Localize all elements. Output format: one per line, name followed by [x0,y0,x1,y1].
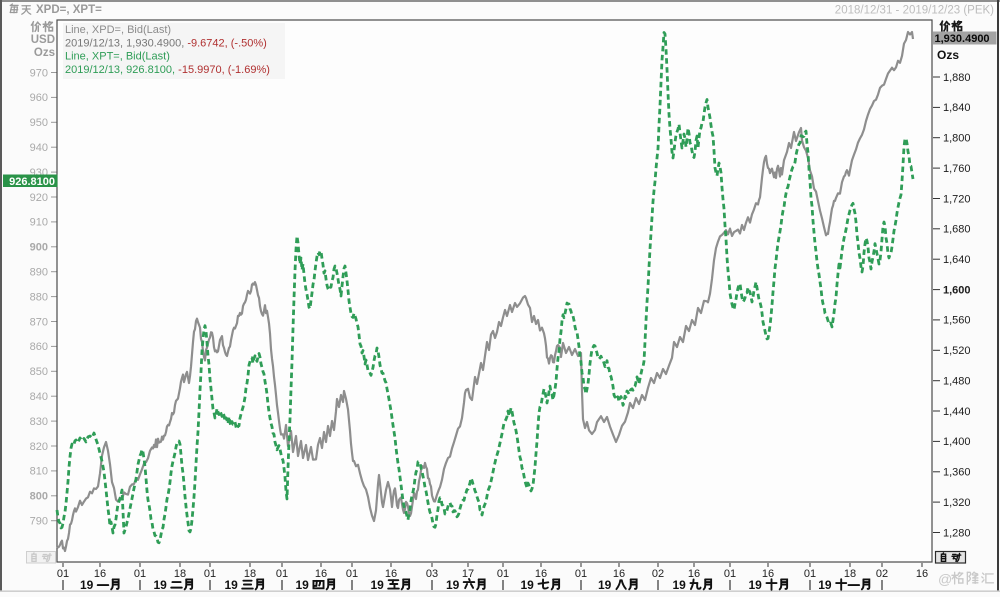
svg-text:880: 880 [30,291,48,303]
svg-text:1,680: 1,680 [943,224,971,236]
svg-text:16: 16 [916,568,928,580]
svg-text:18: 18 [244,568,256,580]
svg-text:19: 19 [521,578,535,592]
svg-text:19: 19 [673,578,687,592]
svg-text:01: 01 [497,568,509,580]
svg-text:19: 19 [818,578,832,592]
svg-text:1,320: 1,320 [943,497,971,509]
svg-text:01: 01 [204,568,216,580]
svg-text:Line, XPD=, Bid(Last): Line, XPD=, Bid(Last) [65,24,171,36]
svg-text:1,930.4900: 1,930.4900 [935,33,990,45]
svg-text:1,560: 1,560 [943,315,971,327]
svg-text:1,720: 1,720 [943,193,971,205]
svg-text:Ozs: Ozs [34,47,55,59]
svg-text:19: 19 [446,578,460,592]
svg-text:19: 19 [749,578,763,592]
svg-text:950: 950 [30,117,48,129]
svg-text:860: 860 [30,341,48,353]
svg-text:2019/12/13, 926.8100, -15.9970: 2019/12/13, 926.8100, -15.9970, (-1.69%) [65,64,270,76]
svg-text:1,440: 1,440 [943,406,971,418]
svg-text:1,280: 1,280 [943,527,971,539]
svg-text:01: 01 [724,568,736,580]
svg-text:02: 02 [652,568,664,580]
svg-text:01: 01 [134,568,146,580]
svg-text:02: 02 [876,568,888,580]
svg-text:16: 16 [762,568,774,580]
svg-text:17: 17 [462,568,474,580]
svg-text:800: 800 [30,491,48,503]
svg-text:1,760: 1,760 [943,163,971,175]
svg-text:16: 16 [688,568,700,580]
svg-text:1,360: 1,360 [943,467,971,479]
svg-text:@: @ [938,571,952,587]
svg-text:1,840: 1,840 [943,102,971,114]
svg-text:870: 870 [30,316,48,328]
svg-text:926.8100: 926.8100 [9,176,55,188]
svg-text:940: 940 [30,142,48,154]
svg-text:1,640: 1,640 [943,254,971,266]
svg-text:16: 16 [94,568,106,580]
svg-text:01: 01 [346,568,358,580]
svg-text:03: 03 [426,568,438,580]
svg-text:970: 970 [30,67,48,79]
svg-text:16: 16 [385,568,397,580]
svg-text:2019/12/13, 1,930.4900, -9.674: 2019/12/13, 1,930.4900, -9.6742, (-.50%) [65,37,267,49]
svg-text:790: 790 [30,516,48,528]
svg-text:810: 810 [30,466,48,478]
svg-text:920: 920 [30,192,48,204]
svg-text:1,800: 1,800 [943,133,971,145]
svg-text:01: 01 [276,568,288,580]
svg-text:19: 19 [296,578,310,592]
svg-text:830: 830 [30,416,48,428]
svg-text:1,880: 1,880 [943,72,971,84]
svg-text:1,600: 1,600 [943,284,971,296]
svg-text:01: 01 [57,568,69,580]
svg-text:01: 01 [804,568,816,580]
svg-text:19: 19 [371,578,385,592]
svg-text:18: 18 [174,568,186,580]
svg-text:19: 19 [225,578,239,592]
svg-text:19: 19 [154,578,168,592]
svg-text:1,400: 1,400 [943,436,971,448]
svg-text:960: 960 [30,92,48,104]
svg-text:16: 16 [315,568,327,580]
svg-text:2018/12/31 - 2019/12/23 (PEK): 2018/12/31 - 2019/12/23 (PEK) [835,5,994,17]
svg-text:850: 850 [30,366,48,378]
svg-text:840: 840 [30,391,48,403]
svg-text:900: 900 [30,242,48,254]
svg-text:890: 890 [30,267,48,279]
svg-text:16: 16 [535,568,547,580]
svg-text:19: 19 [598,578,612,592]
svg-text:1,480: 1,480 [943,376,971,388]
svg-text:XPD=, XPT=: XPD=, XPT= [36,4,102,16]
svg-text:Ozs: Ozs [937,48,959,62]
svg-text:18: 18 [844,568,856,580]
svg-text:16: 16 [613,568,625,580]
svg-text:01: 01 [575,568,587,580]
svg-text:1,520: 1,520 [943,345,971,357]
svg-text:Line, XPT=, Bid(Last): Line, XPT=, Bid(Last) [65,51,170,63]
svg-text:820: 820 [30,441,48,453]
svg-text:910: 910 [30,217,48,229]
svg-text:USD: USD [31,34,55,46]
svg-text:19: 19 [80,578,94,592]
